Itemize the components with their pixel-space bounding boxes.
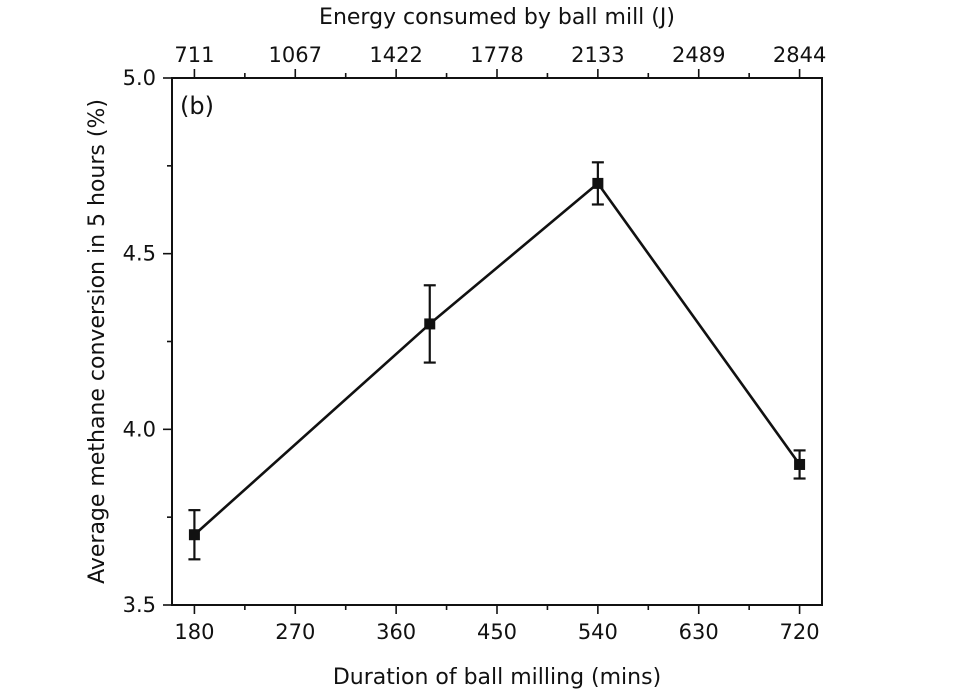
y-tick-label: 3.5: [123, 593, 156, 617]
x-tick-label: 180: [174, 620, 214, 644]
data-point: [188, 529, 200, 541]
x2-tick-label: 1422: [369, 43, 422, 67]
x2-tick-label: 1778: [470, 43, 523, 67]
x2-tick-label: 1067: [269, 43, 322, 67]
x-tick-label: 360: [376, 620, 416, 644]
x2-tick-label: 2844: [773, 43, 826, 67]
x-tick-label: 720: [780, 620, 820, 644]
x-tick-label: 630: [679, 620, 719, 644]
plot-frame: [171, 77, 823, 606]
y-tick-label: 4.5: [123, 242, 156, 266]
series-line: [193, 182, 801, 536]
x-tick-label: 450: [477, 620, 517, 644]
x-tick-label: 270: [275, 620, 315, 644]
x-axis-title: Duration of ball milling (mins): [333, 665, 661, 690]
data-point: [794, 458, 806, 470]
top-axis-title: Energy consumed by ball mill (J): [319, 5, 675, 30]
y-tick-label: 4.0: [123, 417, 156, 441]
panel-label: (b): [180, 92, 214, 120]
ticks-layer: 180 711 270 1067 360 1422 450 1778 540 2133 630 248…: [123, 43, 827, 644]
x2-tick-label: 711: [174, 43, 214, 67]
y-axis-title: Average methane conversion in 5 hours (%…: [85, 99, 110, 584]
data-layer: [188, 161, 806, 561]
data-point: [592, 177, 604, 189]
data-point: [424, 318, 436, 330]
x2-tick-label: 2489: [672, 43, 725, 67]
y-tick-label: 5.0: [123, 66, 156, 90]
x2-tick-label: 2133: [571, 43, 624, 67]
x-tick-label: 540: [578, 620, 618, 644]
